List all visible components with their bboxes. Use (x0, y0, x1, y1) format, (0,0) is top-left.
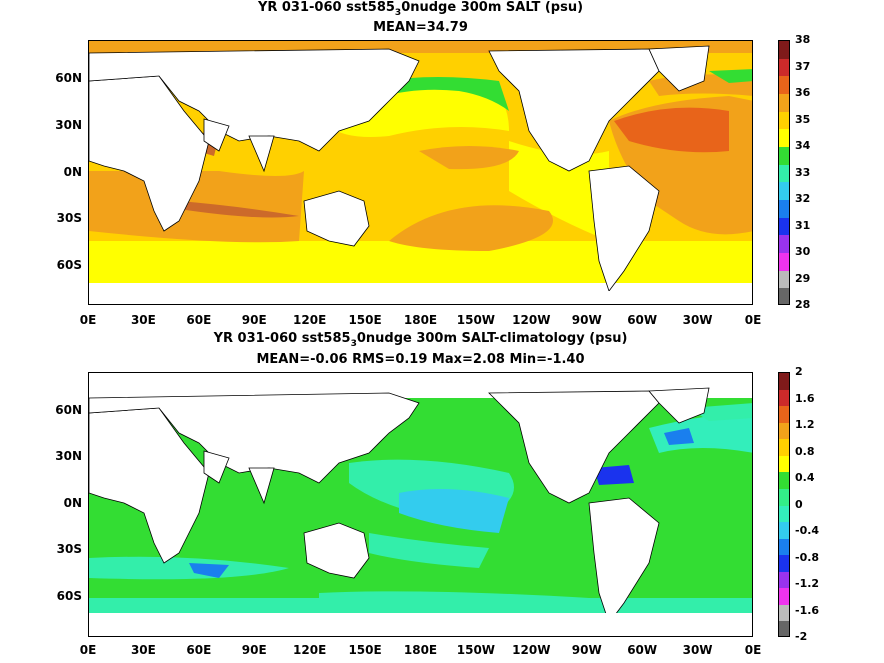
x-tick: 150W (456, 643, 496, 657)
x-tick: 90E (241, 313, 267, 327)
colorbar-label: 2 (795, 365, 803, 378)
y-tick: 60S (56, 589, 82, 603)
y-tick: 30S (56, 542, 82, 556)
top-stats: MEAN=34.79 (373, 20, 468, 35)
colorbar-label: 32 (795, 192, 811, 205)
colorbar-segment (779, 406, 789, 423)
colorbar-segment (779, 604, 789, 622)
colorbar-segment (779, 270, 789, 289)
colorbar-segment (779, 129, 789, 147)
colorbar-segment (779, 439, 789, 456)
colorbar-segment (779, 252, 789, 271)
top-colorbar (778, 40, 790, 305)
x-tick: 180E (403, 643, 438, 657)
colorbar-segment (779, 505, 789, 523)
colorbar-segment (779, 555, 789, 572)
x-tick: 120W (512, 643, 551, 657)
colorbar-segment (779, 93, 789, 112)
bottom-colorbar (778, 372, 790, 637)
colorbar-segment (779, 522, 789, 539)
x-tick: 90W (571, 643, 602, 657)
x-tick: 30W (682, 643, 713, 657)
x-tick: 120W (512, 313, 551, 327)
colorbar-label: 30 (795, 245, 811, 258)
colorbar-segment (779, 455, 789, 473)
y-tick: 0N (63, 496, 82, 510)
colorbar-label: 0.4 (795, 471, 815, 484)
x-tick: 150E (348, 643, 382, 657)
colorbar-segment (779, 76, 789, 94)
x-tick: 90W (571, 313, 602, 327)
x-tick: 60E (186, 643, 212, 657)
colorbar-label: 1.6 (795, 391, 815, 405)
x-tick: 0E (79, 643, 97, 657)
y-tick: 30N (55, 118, 82, 132)
colorbar-label: 38 (795, 33, 811, 46)
x-tick: 30E (130, 313, 156, 327)
colorbar-segment (779, 41, 789, 59)
x-tick: 120E (293, 313, 327, 327)
colorbar-segment (779, 164, 789, 183)
colorbar-label: 0.8 (795, 444, 815, 458)
colorbar-segment (779, 488, 789, 506)
colorbar-label: -0.8 (795, 550, 820, 564)
colorbar-segment (779, 422, 789, 440)
colorbar-segment (779, 621, 789, 636)
colorbar-label: -2 (795, 630, 808, 643)
colorbar-label: 31 (795, 218, 811, 232)
colorbar-label: 28 (795, 298, 811, 311)
colorbar-segment (779, 571, 789, 589)
x-tick: 0E (744, 313, 762, 327)
colorbar-label: 0 (795, 497, 803, 511)
bottom-stats: MEAN=-0.06 RMS=0.19 Max=2.08 Min=-1.40 (256, 352, 585, 367)
colorbar-segment (779, 472, 789, 489)
bottom-anomaly-map (88, 372, 753, 637)
x-tick: 0E (744, 643, 762, 657)
colorbar-segment (779, 199, 789, 218)
colorbar-label: 34 (795, 139, 811, 152)
colorbar-label: 29 (795, 271, 811, 285)
colorbar-label: -1.6 (795, 603, 820, 617)
x-tick: 150W (456, 313, 496, 327)
y-tick: 60S (56, 258, 82, 272)
colorbar-segment (779, 182, 789, 200)
colorbar-label: 37 (795, 59, 811, 73)
colorbar-label: -1.2 (795, 577, 820, 590)
y-tick: 0N (63, 165, 82, 179)
y-tick: 30S (56, 211, 82, 225)
colorbar-segment (779, 288, 789, 304)
colorbar-label: 33 (795, 165, 811, 179)
x-tick: 60E (186, 313, 212, 327)
colorbar-segment (779, 235, 789, 253)
colorbar-segment (779, 538, 789, 556)
colorbar-segment (779, 588, 789, 605)
colorbar-segment (779, 58, 789, 77)
colorbar-segment (779, 217, 789, 236)
colorbar-label: -0.4 (795, 524, 820, 537)
colorbar-label: 35 (795, 112, 811, 126)
x-tick: 0E (79, 313, 97, 327)
bottom-title: YR 031-060 sst58530nudge 300m SALT-clima… (213, 331, 628, 349)
colorbar-segment (779, 146, 789, 165)
top-salinity-map (88, 40, 753, 305)
colorbar-segment (779, 111, 789, 130)
x-tick: 60W (627, 313, 658, 327)
x-tick: 30W (682, 313, 713, 327)
x-tick: 30E (130, 643, 156, 657)
top-title: YR 031-060 sst58530nudge 300m SALT (psu) (257, 0, 584, 18)
x-tick: 90E (241, 643, 267, 657)
y-tick: 60N (55, 403, 82, 417)
x-tick: 180E (403, 313, 438, 327)
y-tick: 60N (55, 71, 82, 85)
colorbar-label: 1.2 (795, 418, 815, 431)
x-tick: 150E (348, 313, 382, 327)
colorbar-segment (779, 389, 789, 407)
x-tick: 120E (293, 643, 327, 657)
y-tick: 30N (55, 449, 82, 463)
x-tick: 60W (627, 643, 658, 657)
colorbar-segment (779, 373, 789, 390)
colorbar-label: 36 (795, 86, 811, 99)
